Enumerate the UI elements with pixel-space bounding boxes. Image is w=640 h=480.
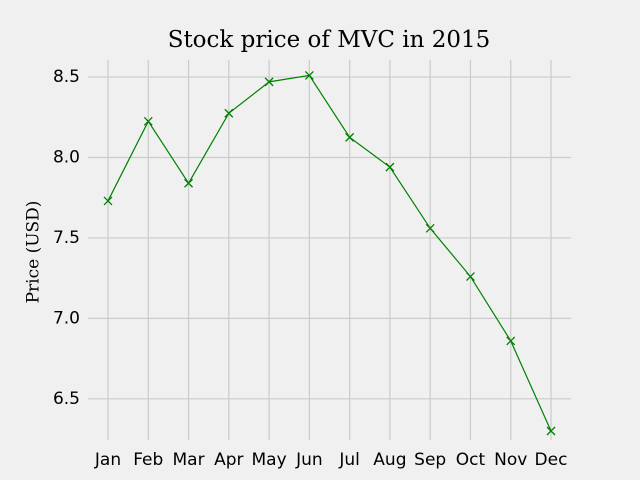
- x-axis-label: Month: [301, 478, 357, 480]
- marker: [184, 178, 194, 188]
- y-axis-label: Price (USD): [24, 201, 44, 304]
- x-tick-label: Feb: [133, 450, 163, 470]
- x-tick-label: May: [252, 450, 287, 470]
- y-tick-label: 8.0: [53, 147, 80, 167]
- marker: [143, 116, 153, 126]
- x-tick-label: Aug: [373, 450, 406, 470]
- x-tick-label: Jun: [295, 450, 323, 470]
- marker: [385, 162, 395, 172]
- x-tick-label: Sep: [414, 450, 446, 470]
- x-tick-label: Mar: [173, 450, 205, 470]
- x-tick-label: Dec: [535, 450, 568, 470]
- x-tick-label: Oct: [456, 450, 486, 470]
- x-tick-label: Nov: [494, 450, 527, 470]
- marker: [465, 272, 475, 282]
- y-tick-label: 7.0: [53, 308, 80, 328]
- marker: [506, 336, 516, 346]
- y-tick-label: 6.5: [53, 389, 80, 409]
- y-tick-label: 7.5: [53, 228, 80, 248]
- marker: [103, 196, 113, 206]
- chart-title: Stock price of MVC in 2015: [168, 27, 491, 53]
- marker: [304, 70, 314, 80]
- y-tick-label: 8.5: [53, 67, 80, 87]
- x-tick-label: Jul: [338, 450, 360, 470]
- marker: [224, 108, 234, 118]
- marker: [345, 132, 355, 142]
- marker: [546, 426, 556, 436]
- x-tick-label: Apr: [214, 450, 243, 470]
- line: [107, 74, 552, 432]
- x-tick-label: Jan: [94, 450, 121, 470]
- marker: [425, 223, 435, 233]
- marker: [264, 77, 274, 87]
